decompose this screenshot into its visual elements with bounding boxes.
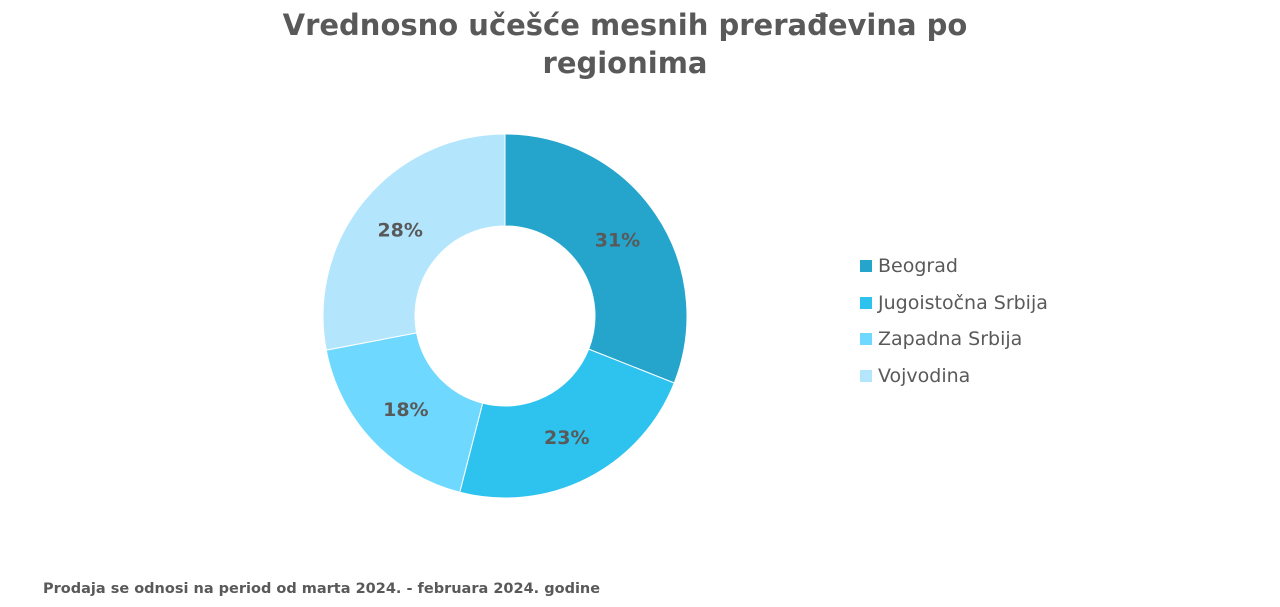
legend-label: Vojvodina [878,364,971,387]
legend-swatch [860,296,872,309]
slice-beograd [504,133,688,384]
chart-title: Vrednosno učešće mesnih prerađevina po r… [282,8,968,80]
legend-swatch [860,333,872,346]
legend-swatch [860,260,872,273]
data-label: 28% [377,219,422,241]
legend-label: Zapadna Srbija [878,328,1023,351]
legend-item: Vojvodina [860,358,1048,395]
legend: Beograd Jugoistočna Srbija Zapadna Srbija V… [860,248,1048,394]
data-label: 31% [595,230,640,252]
legend-label: Jugoistočna Srbija [878,291,1048,314]
legend-item: Beograd [860,248,1048,285]
legend-label: Beograd [878,255,958,278]
slice-zapadna-srbija [325,332,484,493]
data-label: 18% [383,399,428,421]
footnote: Prodaja se odnosi na period od marta 202… [43,581,601,597]
slice-vojvodina [322,133,506,351]
legend-item: Zapadna Srbija [860,321,1048,358]
legend-item: Jugoistočna Srbija [860,285,1048,322]
slice-jugoistočna-srbija [459,348,675,499]
legend-swatch [860,369,872,382]
data-label: 23% [544,427,589,449]
